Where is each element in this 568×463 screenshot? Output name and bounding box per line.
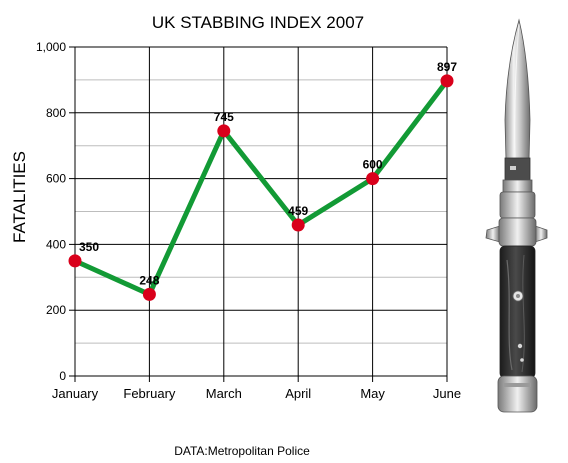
x-tick-label: February <box>123 386 176 401</box>
data-label: 350 <box>79 240 99 254</box>
chart-title: UK STABBING INDEX 2007 <box>152 13 364 32</box>
y-tick-label: 600 <box>46 172 66 186</box>
data-label: 248 <box>139 273 159 287</box>
y-axis-ticks: 0 200 400 600 800 1,000 <box>36 40 75 383</box>
series-line <box>72 78 450 297</box>
data-point-marker <box>68 254 82 268</box>
y-tick-label: 400 <box>46 237 66 251</box>
x-axis-ticks: January February March April May June <box>52 376 461 401</box>
x-tick-label: April <box>285 386 311 401</box>
data-label: 745 <box>214 110 234 124</box>
data-point-marker <box>142 287 156 301</box>
data-label: 459 <box>288 204 308 218</box>
switchblade-knife-icon <box>485 18 548 413</box>
data-labels: 350 248 745 459 600 897 <box>79 60 457 288</box>
x-tick-label: March <box>206 386 242 401</box>
data-label: 600 <box>363 158 383 172</box>
x-tick-label: May <box>360 386 385 401</box>
data-point-marker <box>366 172 380 186</box>
y-tick-label: 800 <box>46 106 66 120</box>
data-point-marker <box>217 124 231 138</box>
minor-gridlines <box>75 79 447 344</box>
y-tick-label: 0 <box>59 369 66 383</box>
series-fatalities <box>68 74 454 301</box>
y-tick-label: 200 <box>46 303 66 317</box>
data-label: 897 <box>437 60 457 74</box>
major-gridlines <box>74 46 448 377</box>
y-tick-label: 1,000 <box>36 40 66 54</box>
x-tick-label: June <box>433 386 461 401</box>
x-tick-label: January <box>52 386 99 401</box>
data-point-marker <box>440 74 454 88</box>
y-axis-label: FATALITIES <box>10 151 29 243</box>
data-point-marker <box>291 218 305 232</box>
source-note: DATA:Metropolitan Police <box>174 444 310 458</box>
